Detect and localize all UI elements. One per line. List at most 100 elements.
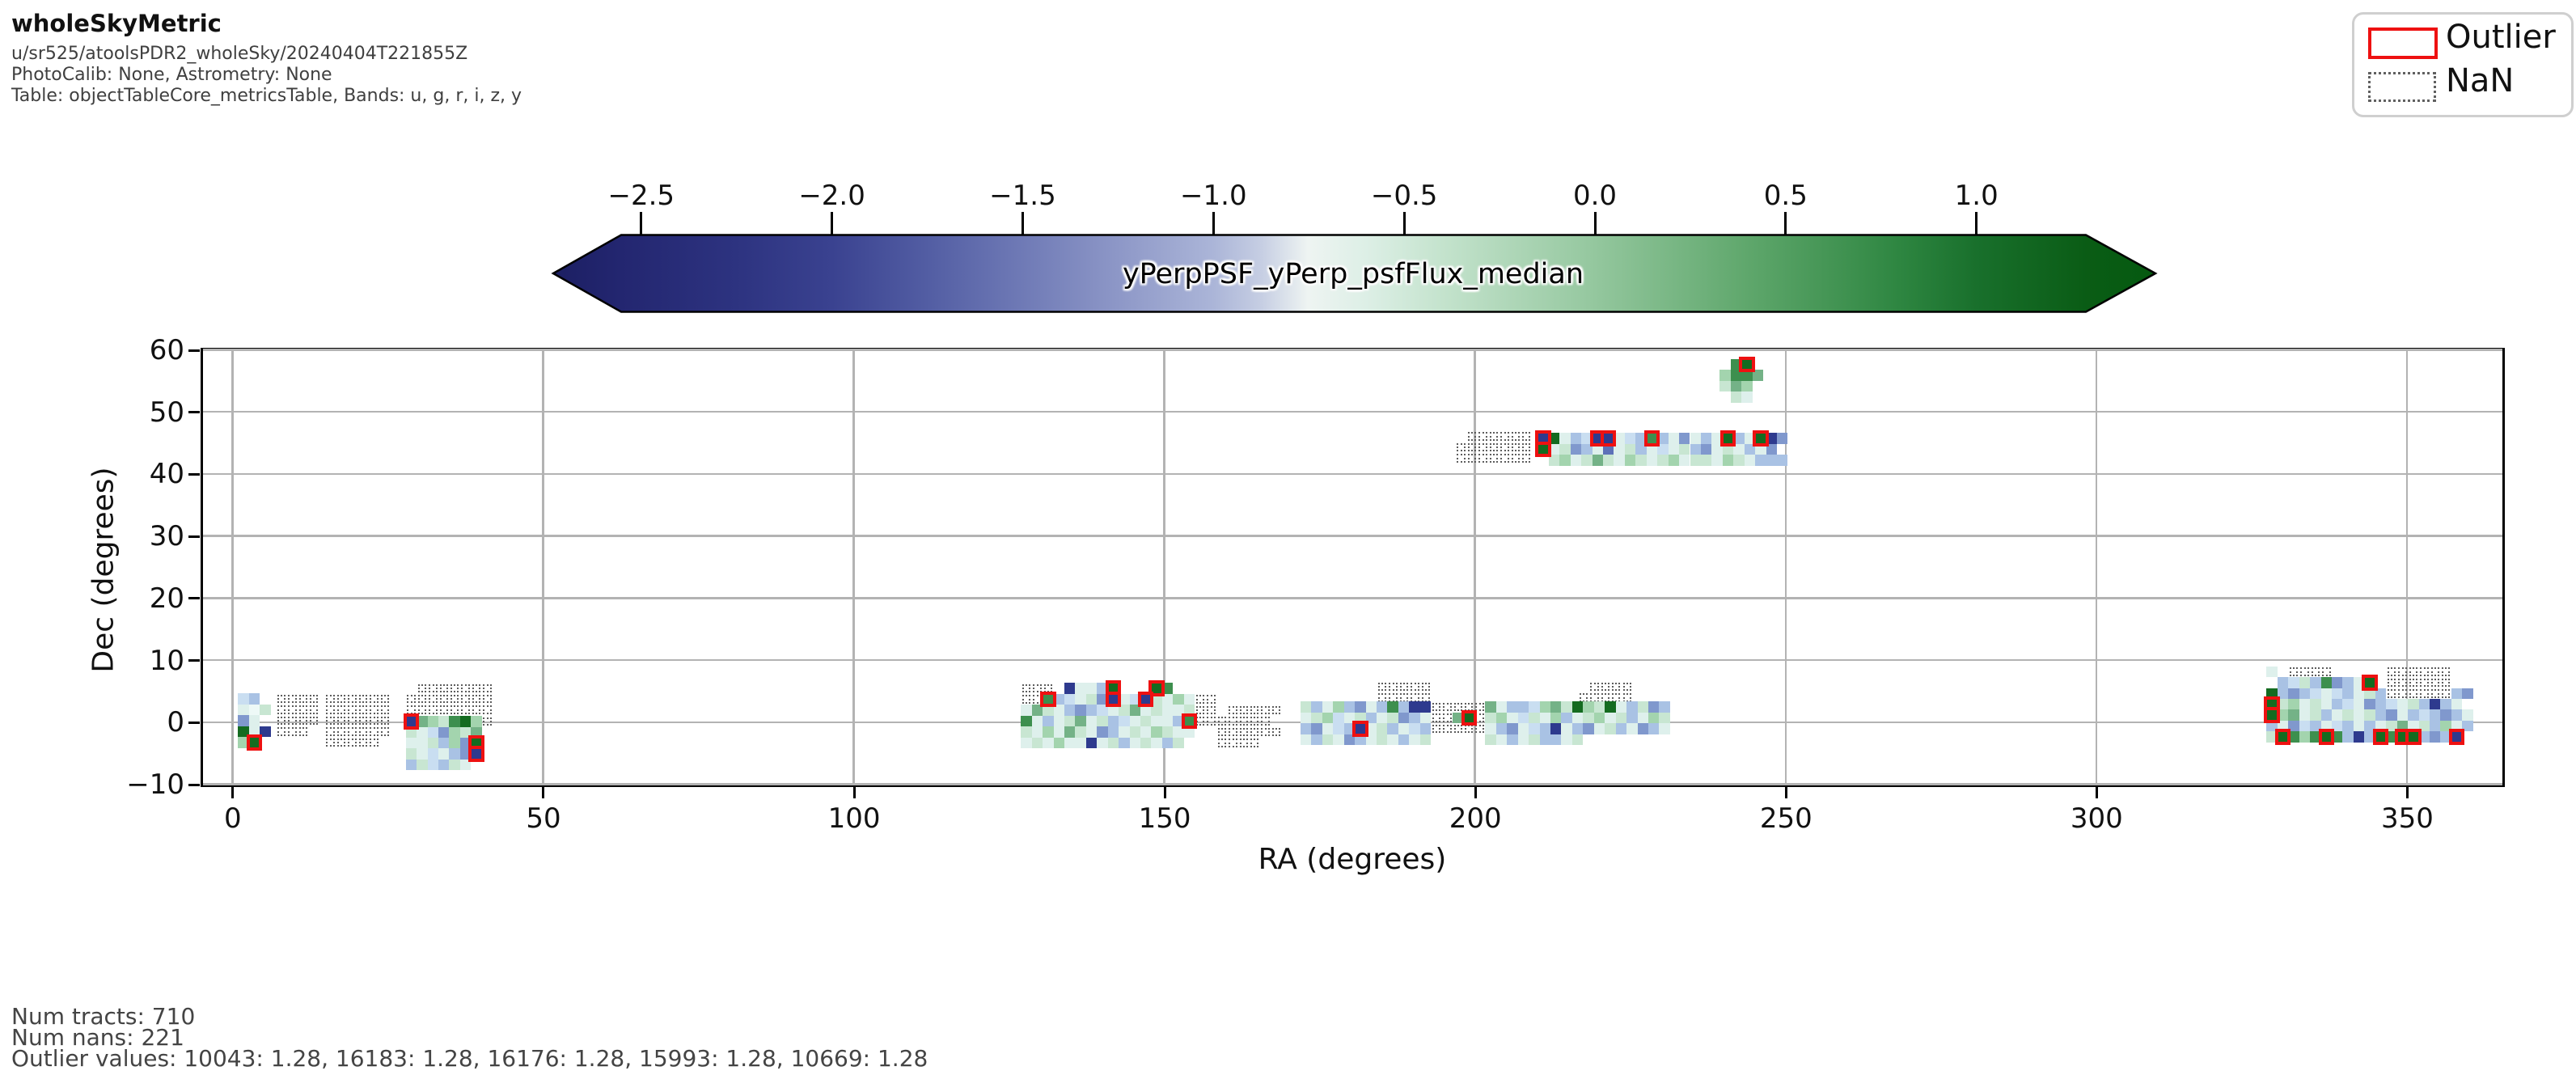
tract-cell-nan [1601, 683, 1610, 692]
x-tick-label: 350 [2381, 802, 2434, 835]
tract-cell-nan [348, 716, 357, 726]
tract-cell [405, 726, 417, 738]
gridline-x [542, 349, 544, 785]
tract-cell-outlier [1105, 680, 1122, 696]
tract-cell-nan [1250, 717, 1259, 726]
tract-cell [459, 737, 472, 749]
tract-cell [1766, 433, 1778, 444]
tract-cell [2375, 688, 2387, 699]
tract-cell [2320, 688, 2333, 699]
tract-cell-nan [370, 694, 379, 704]
tract-cell-nan [1467, 454, 1477, 463]
tract-cell-nan [370, 727, 379, 736]
tract-cell-nan [288, 705, 297, 714]
tract-cell [1043, 726, 1054, 738]
tract-cell-nan [298, 716, 307, 726]
tract-cell [1744, 443, 1756, 455]
tract-cell [2408, 709, 2419, 721]
tract-cell [1495, 701, 1508, 713]
colorbar-tick-label: −1.5 [989, 180, 1056, 212]
tract-cell [1571, 701, 1584, 713]
tract-cell [1343, 723, 1356, 734]
tract-cell [2364, 699, 2375, 710]
tract-cell [1173, 726, 1184, 738]
tract-cell [1419, 701, 1432, 713]
x-tick-label: 200 [1449, 802, 1502, 835]
tract-cell-outlier [1535, 441, 1551, 458]
tract-cell [2310, 720, 2321, 732]
tract-cell-nan [2420, 689, 2429, 698]
tract-cell-nan [1022, 695, 1031, 704]
tract-cell [2332, 731, 2343, 743]
tract-cell-nan [439, 694, 448, 704]
colorbar-tick [1975, 212, 1978, 235]
tract-cell [1161, 693, 1174, 705]
tract-cell-nan [309, 705, 319, 714]
tract-cell [1657, 443, 1669, 455]
tract-cell-nan [1590, 683, 1599, 692]
tract-cell [1615, 712, 1627, 724]
tract-cell-nan [1389, 693, 1398, 702]
y-tick [188, 472, 200, 476]
tract-cell [2277, 709, 2289, 721]
tract-cell [1365, 723, 1377, 734]
tract-cell-nan [1033, 695, 1042, 704]
tract-cell [1570, 433, 1582, 444]
colorbar-tick [1784, 212, 1787, 235]
tract-cell-nan [1271, 727, 1281, 737]
tract-cell [1409, 723, 1420, 734]
x-tick-label: 250 [1759, 802, 1813, 835]
tract-cell [1064, 726, 1076, 738]
tract-cell [2320, 720, 2333, 732]
tract-cell-nan [1511, 442, 1521, 452]
tract-cell-outlier [1181, 713, 1198, 730]
tract-cell-nan [1500, 454, 1509, 463]
tract-cell-nan [417, 694, 427, 704]
tract-cell [1129, 715, 1141, 727]
tract-cell [405, 748, 417, 760]
tract-cell [1355, 701, 1366, 713]
tract-cell [1140, 715, 1152, 727]
tract-cell-nan [298, 694, 307, 704]
y-tick [188, 597, 200, 600]
tract-cell [1711, 433, 1723, 444]
x-tick [2095, 787, 2098, 798]
header-calib-line: PhotoCalib: None, Astrometry: None [11, 65, 332, 85]
tract-cell-nan [2398, 678, 2407, 688]
tract-cell-nan [1475, 713, 1484, 722]
tract-cell [1173, 737, 1184, 748]
y-tick-label: 10 [149, 644, 184, 677]
tract-cell-nan [2409, 678, 2418, 688]
tract-cell [1173, 693, 1184, 705]
gridline-y [202, 658, 2502, 662]
tract-cell [1107, 737, 1119, 748]
tract-cell-nan [358, 705, 368, 714]
tract-cell-outlier [2405, 729, 2422, 745]
tract-cell [1043, 737, 1054, 748]
tract-cell [1085, 715, 1098, 727]
colorbar-tick-label: −2.5 [607, 180, 675, 212]
legend-nan-label: NaN [2446, 62, 2515, 99]
plot-area [200, 347, 2505, 787]
tract-cell [2342, 677, 2354, 688]
tract-cell-nan [326, 694, 335, 704]
y-tick-label: 0 [167, 706, 184, 739]
tract-cell [1550, 723, 1562, 734]
y-tick [188, 721, 200, 724]
tract-cell [438, 726, 450, 738]
tract-cell [1517, 712, 1529, 724]
y-tick [188, 411, 200, 414]
tract-cell [1376, 734, 1388, 746]
tract-cell-nan [298, 727, 307, 736]
tract-cell [1624, 443, 1636, 455]
tract-cell [1550, 712, 1562, 724]
tract-cell [2320, 699, 2333, 710]
tract-cell-nan [2289, 667, 2299, 676]
tract-cell [1398, 712, 1410, 724]
tract-cell [2451, 720, 2463, 732]
tract-cell-outlier [2372, 729, 2389, 745]
tract-cell [1140, 726, 1152, 738]
tract-cell-nan [407, 694, 416, 704]
tract-cell-nan [370, 705, 379, 714]
outlier-values-text: Outlier values: 10043: 1.28, 16183: 1.28… [11, 1045, 928, 1072]
